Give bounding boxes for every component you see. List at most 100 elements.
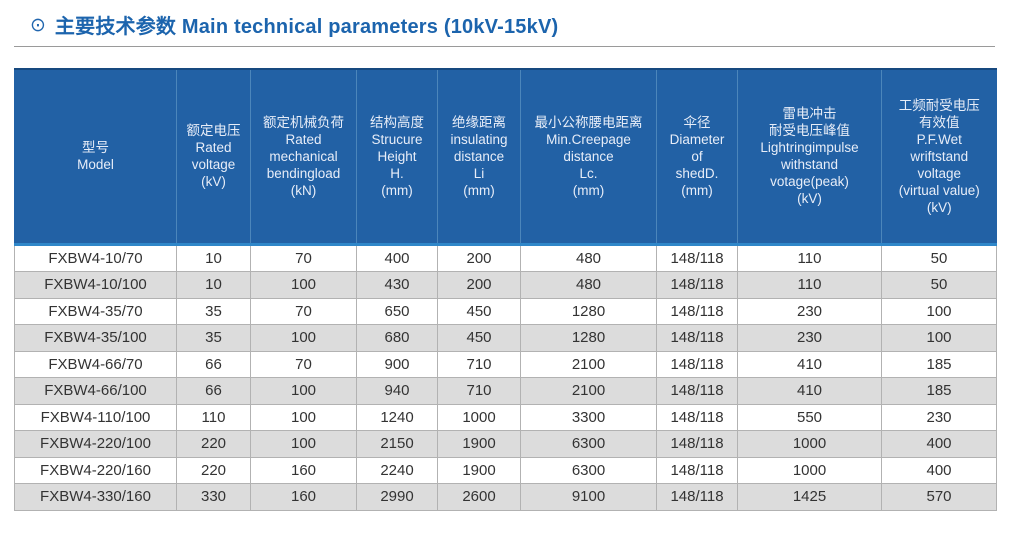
col-header-structure-height: 结构高度 Strucure Height H. (mm) <box>356 68 438 246</box>
table-header: 型号 Model 额定电压 Rated voltage (kV) 额定机械负荷 Rated me… <box>14 68 997 246</box>
cell-diameter-of-shed: 148/118 <box>656 430 738 458</box>
cell-min-creepage-distance: 6300 <box>520 430 657 458</box>
header-line: distance <box>563 148 614 164</box>
cell-diameter-of-shed: 148/118 <box>656 297 738 325</box>
bullet-circle-icon: ⊙ <box>30 15 46 36</box>
cell-min-creepage-distance: 2100 <box>520 377 657 405</box>
header-line: 绝缘距离 <box>452 114 506 130</box>
header-line: Model <box>77 157 114 173</box>
col-header-pf-wet-withstand: 工频耐受电压 有效值 P.F.Wet wriftstand voltage (virtua… <box>881 68 997 246</box>
col-header-min-creepage-distance: 最小公称腰电距离 Min.Creepage distance Lc. (mm) <box>520 68 657 246</box>
col-header-lightning-impulse-withstand: 雷电冲击 耐受电压峰值 Lightringimpulse withstand votag… <box>737 68 882 246</box>
header-line: Li <box>473 165 485 181</box>
cell-rated-voltage: 220 <box>176 430 251 458</box>
cell-model: FXBW4-10/70 <box>14 243 177 272</box>
header-line: 伞径 <box>683 114 711 130</box>
header-line: P.F.Wet <box>916 131 962 147</box>
cell-model: FXBW4-330/160 <box>14 483 177 511</box>
header-line: insulating <box>450 131 508 147</box>
cell-rated-mechanical-bendingload: 70 <box>250 297 357 325</box>
cell-rated-mechanical-bendingload: 160 <box>250 456 357 484</box>
cell-pf-wet-withstand: 230 <box>881 403 997 431</box>
cell-structure-height: 2240 <box>356 456 438 484</box>
cell-model: FXBW4-66/100 <box>14 377 177 405</box>
cell-structure-height: 400 <box>356 243 438 272</box>
cell-lightning-impulse-withstand: 410 <box>737 350 882 378</box>
cell-insulating-distance: 1900 <box>437 430 521 458</box>
header-line: Lc. <box>579 165 598 181</box>
cell-pf-wet-withstand: 50 <box>881 243 997 272</box>
header-line: (kN) <box>290 182 317 198</box>
cell-rated-voltage: 35 <box>176 324 251 352</box>
cell-min-creepage-distance: 480 <box>520 243 657 272</box>
header-line: 额定电压 <box>186 123 241 139</box>
cell-insulating-distance: 200 <box>437 271 521 299</box>
header-line: (kV) <box>201 174 226 190</box>
cell-insulating-distance: 710 <box>437 350 521 378</box>
header-line: Lightringimpulse <box>760 140 859 156</box>
cell-insulating-distance: 200 <box>437 243 521 272</box>
cell-lightning-impulse-withstand: 230 <box>737 324 882 352</box>
section-title-bar: ⊙ 主要技术参数 Main technical parameters (10kV… <box>0 0 1009 39</box>
cell-min-creepage-distance: 3300 <box>520 403 657 431</box>
cell-insulating-distance: 1000 <box>437 403 521 431</box>
cell-pf-wet-withstand: 50 <box>881 271 997 299</box>
table-row: FXBW4-66/100 66 100 940 710 2100 148/118 410 185 <box>14 377 997 405</box>
cell-pf-wet-withstand: 185 <box>881 350 997 378</box>
cell-lightning-impulse-withstand: 110 <box>737 243 882 272</box>
table-row: FXBW4-10/100 10 100 430 200 480 148/118 110 50 <box>14 271 997 299</box>
cell-pf-wet-withstand: 100 <box>881 297 997 325</box>
header-line: distance <box>453 148 505 164</box>
header-line: Strucure <box>371 131 423 147</box>
header-line: (virtual value) <box>898 182 980 198</box>
cell-structure-height: 2150 <box>356 430 438 458</box>
cell-rated-voltage: 35 <box>176 297 251 325</box>
header-line: voltage <box>191 157 236 173</box>
cell-diameter-of-shed: 148/118 <box>656 243 738 272</box>
cell-diameter-of-shed: 148/118 <box>656 403 738 431</box>
cell-diameter-of-shed: 148/118 <box>656 350 738 378</box>
cell-model: FXBW4-220/160 <box>14 456 177 484</box>
cell-pf-wet-withstand: 570 <box>881 483 997 511</box>
header-line: mechanical <box>269 148 338 164</box>
cell-insulating-distance: 710 <box>437 377 521 405</box>
technical-parameters-table: 型号 Model 额定电压 Rated voltage (kV) 额定机械负荷 Rated me… <box>14 68 997 511</box>
header-line: bendingload <box>266 165 341 181</box>
cell-rated-voltage: 330 <box>176 483 251 511</box>
table-row: FXBW4-35/70 35 70 650 450 1280 148/118 230 100 <box>14 297 997 325</box>
cell-model: FXBW4-110/100 <box>14 403 177 431</box>
cell-structure-height: 2990 <box>356 483 438 511</box>
cell-lightning-impulse-withstand: 410 <box>737 377 882 405</box>
header-line: 型号 <box>82 140 109 156</box>
title-divider <box>14 46 995 47</box>
cell-rated-mechanical-bendingload: 100 <box>250 430 357 458</box>
header-line: Height <box>377 148 417 164</box>
table-row: FXBW4-330/160 330 160 2990 2600 9100 148/118 14… <box>14 483 997 511</box>
table-body: FXBW4-10/70 10 70 400 200 480 148/118 110 50 FXBW… <box>14 243 997 511</box>
header-line: shedD. <box>675 165 719 181</box>
cell-min-creepage-distance: 1280 <box>520 324 657 352</box>
header-line: (mm) <box>572 182 605 198</box>
table-header-row: 型号 Model 额定电压 Rated voltage (kV) 额定机械负荷 Rated me… <box>14 68 997 246</box>
cell-model: FXBW4-35/70 <box>14 297 177 325</box>
cell-lightning-impulse-withstand: 1000 <box>737 456 882 484</box>
header-line: of <box>691 148 703 164</box>
cell-min-creepage-distance: 6300 <box>520 456 657 484</box>
col-header-diameter-of-shed: 伞径 Diameter of shedD. (mm) <box>656 68 738 246</box>
cell-diameter-of-shed: 148/118 <box>656 483 738 511</box>
col-header-insulating-distance: 绝缘距离 insulating distance Li (mm) <box>437 68 521 246</box>
cell-min-creepage-distance: 2100 <box>520 350 657 378</box>
table-row: FXBW4-220/160 220 160 2240 1900 6300 148/118 10… <box>14 456 997 484</box>
page-title: 主要技术参数 Main technical parameters (10kV-1… <box>54 16 559 38</box>
cell-structure-height: 940 <box>356 377 438 405</box>
header-line: 雷电冲击 <box>782 106 837 122</box>
cell-diameter-of-shed: 148/118 <box>656 456 738 484</box>
cell-min-creepage-distance: 1280 <box>520 297 657 325</box>
cell-insulating-distance: 450 <box>437 324 521 352</box>
col-header-rated-voltage: 额定电压 Rated voltage (kV) <box>176 68 251 246</box>
cell-structure-height: 430 <box>356 271 438 299</box>
header-line: votage(peak) <box>770 174 849 190</box>
table-row: FXBW4-10/70 10 70 400 200 480 148/118 110 50 <box>14 243 997 272</box>
cell-min-creepage-distance: 9100 <box>520 483 657 511</box>
